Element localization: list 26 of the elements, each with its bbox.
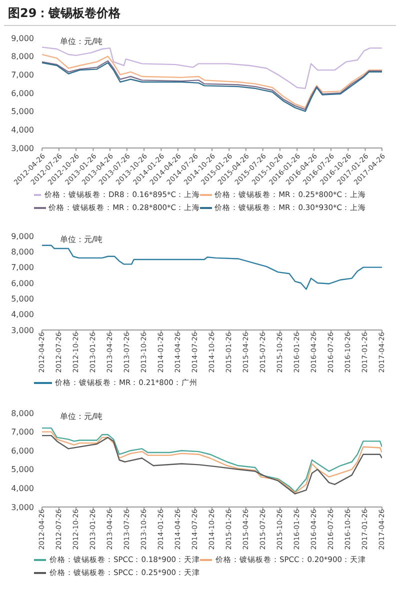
y-tick-label: 4,000 bbox=[11, 126, 34, 135]
y-tick-label: 4,000 bbox=[11, 310, 34, 320]
y-tick-label: 7,000 bbox=[11, 70, 34, 80]
y-tick-label: 3,000 bbox=[11, 326, 34, 335]
y-tick-label: 6,000 bbox=[11, 88, 34, 98]
y-tick-label: 5,000 bbox=[11, 107, 34, 116]
annotation: 单位：元/吨 bbox=[60, 411, 103, 422]
y-tick-label: 7,000 bbox=[11, 428, 34, 437]
y-tick-label: 5,000 bbox=[11, 294, 34, 304]
y-tick-label: 8,000 bbox=[11, 408, 34, 418]
annotation: 单位：元/吨 bbox=[60, 234, 103, 245]
chart-title: 图29：镀锡板卷价格 bbox=[4, 2, 396, 26]
y-tick-label: 9,000 bbox=[11, 232, 34, 241]
annotation: 单位：元/吨 bbox=[60, 36, 103, 47]
y-tick-label: 3,000 bbox=[11, 144, 34, 153]
y-tick-label: 8,000 bbox=[11, 248, 34, 257]
line-series bbox=[42, 46, 382, 90]
y-tick-label: 9,000 bbox=[11, 34, 34, 43]
y-tick-label: 7,000 bbox=[11, 263, 34, 272]
y-tick-label: 4,000 bbox=[11, 484, 34, 494]
line-series bbox=[42, 244, 382, 290]
y-tick-label: 6,000 bbox=[11, 278, 34, 288]
y-tick-label: 5,000 bbox=[11, 465, 34, 474]
y-tick-label: 8,000 bbox=[11, 52, 34, 62]
y-tick-label: 3,000 bbox=[11, 502, 34, 512]
y-tick-label: 6,000 bbox=[11, 446, 34, 456]
